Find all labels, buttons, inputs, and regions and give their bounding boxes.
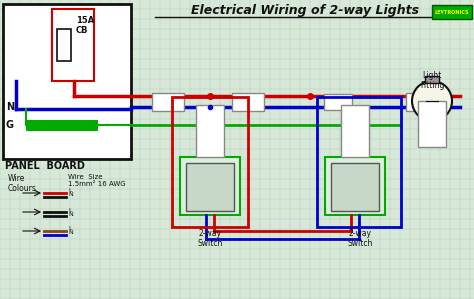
- Bar: [425, 76, 439, 83]
- Text: L: L: [68, 208, 72, 213]
- Text: G: G: [6, 120, 14, 130]
- Bar: [26, 120, 98, 131]
- Bar: [172, 97, 248, 227]
- Bar: [52, 9, 94, 81]
- Bar: [57, 29, 71, 61]
- Bar: [186, 163, 234, 211]
- Bar: [3, 4, 131, 159]
- Bar: [152, 93, 184, 111]
- Bar: [325, 157, 385, 215]
- Text: LEYTRONICS: LEYTRONICS: [435, 10, 469, 14]
- Bar: [324, 94, 352, 110]
- Bar: [406, 93, 438, 111]
- Circle shape: [412, 81, 452, 121]
- Text: 2-way
Switch: 2-way Switch: [197, 229, 223, 248]
- Text: L: L: [68, 227, 72, 231]
- Bar: [341, 105, 369, 157]
- Text: N: N: [68, 211, 73, 216]
- Text: N: N: [68, 231, 73, 236]
- Text: Electrical Wiring of 2-way Lights: Electrical Wiring of 2-way Lights: [191, 4, 419, 17]
- Text: N: N: [68, 193, 73, 198]
- Text: L: L: [68, 188, 72, 193]
- Bar: [232, 93, 264, 111]
- Text: Light
Fitting: Light Fitting: [420, 71, 444, 90]
- Bar: [196, 105, 224, 157]
- Bar: [317, 97, 401, 227]
- Text: N: N: [6, 102, 14, 112]
- Bar: [418, 101, 446, 147]
- Text: Wire
Colours: Wire Colours: [8, 174, 37, 193]
- Bar: [331, 163, 379, 211]
- Bar: [180, 157, 240, 215]
- Text: 2-way
Switch: 2-way Switch: [347, 229, 373, 248]
- Text: Wire  Size
1.5mm² 16 AWG: Wire Size 1.5mm² 16 AWG: [68, 174, 126, 187]
- Text: PANEL  BOARD: PANEL BOARD: [5, 161, 85, 171]
- Bar: [432, 5, 472, 19]
- Text: 15A
CB: 15A CB: [76, 16, 94, 35]
